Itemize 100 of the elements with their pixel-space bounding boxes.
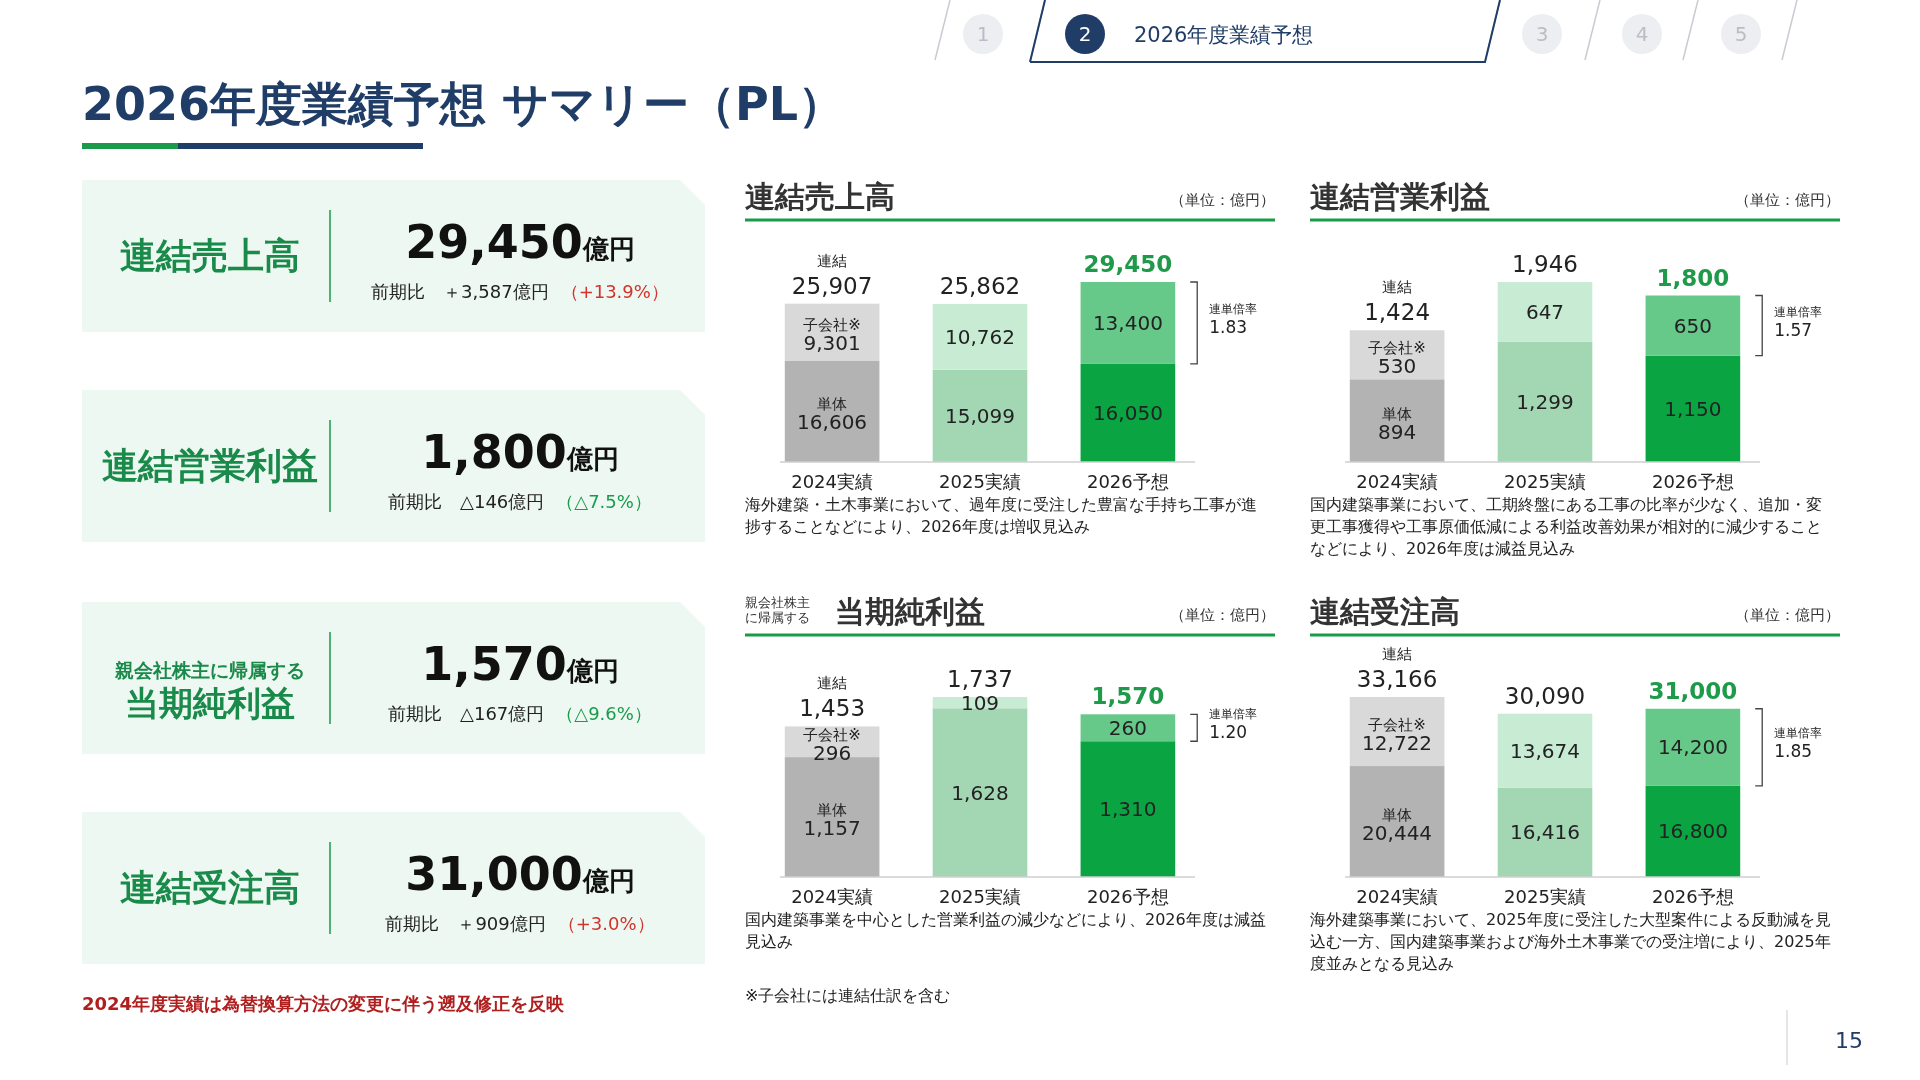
data-label: 16,800	[1657, 819, 1728, 844]
bar	[1497, 713, 1593, 788]
text: （+13.9%）	[560, 281, 669, 302]
x-tick-label: 2024実績	[791, 471, 874, 492]
chart-title: 連結受注高	[1310, 594, 1460, 629]
bar	[1080, 741, 1176, 877]
category-label: 当期純利益	[125, 683, 295, 723]
category-label: 連結営業利益	[102, 445, 318, 486]
data-label: 1,150	[1664, 396, 1722, 421]
x-tick-label: 2024実績	[791, 886, 874, 907]
bar	[784, 360, 880, 462]
text: 1.83	[1209, 316, 1248, 337]
bar	[1645, 295, 1741, 356]
x-tick-label: 2025実績	[939, 886, 1021, 907]
x-tick-label: 2025実績	[939, 471, 1021, 492]
bar	[1645, 355, 1741, 462]
text: 億円	[582, 866, 635, 896]
text: （単位：億円）	[1735, 606, 1840, 624]
text: 1.85	[1774, 741, 1813, 762]
series-label: 子会社※	[1368, 715, 1426, 734]
text: 連結	[1382, 645, 1413, 663]
data-label: 13,400	[1092, 310, 1163, 335]
text: 1.57	[1774, 319, 1813, 340]
data-label: 15,099	[945, 403, 1015, 428]
total-label: 33,166	[1356, 666, 1438, 692]
text: 前期比 ＋3,587億円	[371, 281, 549, 302]
text: （△7.5%）	[556, 491, 652, 512]
data-label: 13,674	[1510, 738, 1580, 763]
total-label: 1,424	[1364, 299, 1431, 326]
bar	[1080, 363, 1176, 462]
category-label: 連結受注高	[120, 867, 300, 908]
total-label: 1,570	[1091, 683, 1165, 710]
bar	[1497, 282, 1593, 342]
bar	[1349, 766, 1445, 877]
x-tick-label: 2026予想	[1086, 886, 1169, 907]
bar	[932, 369, 1028, 462]
bar	[1497, 787, 1593, 877]
total-label: 30,090	[1504, 682, 1586, 709]
total-label: 25,862	[939, 272, 1021, 299]
text: 2026年度業績予想 サマリー（PL）	[82, 77, 845, 131]
data-label: 647	[1525, 299, 1565, 324]
text: 連単倍率	[1209, 301, 1258, 316]
text: ※子会社には連結仕訳を含む	[745, 986, 951, 1005]
text: 国内建築事業を中心とした営業利益の減少などにより、2026年度は減益見込み	[745, 910, 1266, 951]
series-label: 単体	[1382, 805, 1413, 824]
data-label: 16,416	[1510, 820, 1580, 845]
data-label: 1,628	[951, 780, 1009, 805]
bar	[1497, 341, 1593, 462]
text: 連結	[817, 251, 848, 270]
x-tick-label: 2026予想	[1086, 471, 1169, 492]
text: 連結	[817, 674, 848, 693]
annotation: 連結	[1382, 278, 1413, 297]
bar	[1645, 785, 1741, 877]
x-tick-label: 2026予想	[1651, 471, 1734, 492]
series-label: 子会社※	[1368, 338, 1426, 357]
text: 前期比 △146億円	[388, 491, 545, 512]
text: 前期比 △167億円	[388, 703, 545, 724]
text: 2026年度業績予想	[1134, 23, 1314, 47]
text: 億円	[566, 444, 619, 474]
data-label: 1,310	[1099, 797, 1157, 822]
x-tick-label: 2025実績	[1504, 471, 1586, 492]
total-label: 1,800	[1656, 264, 1730, 291]
chart-subtitle: 親会社株主に帰属する	[745, 595, 810, 625]
text: （単位：億円）	[1170, 191, 1275, 209]
text: 国内建築事業において、工期終盤にある工事の比率が少なく、追加・変更工事獲得や工事原価低減による利益改善効果が相対的に減少することなどにより、2026年度は減益見込み	[1310, 495, 1822, 558]
text: 億円	[566, 656, 619, 686]
data-label: 650	[1673, 313, 1712, 338]
text: 1,800	[421, 425, 567, 479]
total-label: 1,737	[947, 666, 1013, 692]
total-label: 1,946	[1512, 251, 1578, 277]
text: 2	[1078, 22, 1092, 46]
data-label: 1,299	[1516, 389, 1574, 414]
text: 1,570	[421, 637, 567, 691]
text: 1.20	[1209, 721, 1248, 742]
text: 29,450	[405, 215, 583, 269]
series-label: 単体	[1382, 404, 1413, 423]
text: 15	[1835, 1028, 1863, 1053]
total-label: 29,450	[1083, 251, 1173, 277]
chart-title: 当期純利益	[835, 594, 985, 629]
text: 海外建築・土木事業において、過年度に受注した豊富な手持ち工事が進捗することなどにより、2026年度は増収見込み	[745, 495, 1257, 536]
text: 連単倍率	[1774, 304, 1823, 319]
data-label: 16,050	[1092, 400, 1163, 425]
text: （単位：億円）	[1735, 191, 1840, 209]
chart-title: 連結営業利益	[1310, 179, 1490, 214]
data-label: 109	[960, 690, 1000, 715]
text: （△9.6%）	[556, 703, 652, 724]
bar	[932, 708, 1028, 877]
bar	[1645, 708, 1741, 786]
text: （+3.0%）	[557, 913, 655, 934]
text: 2024年度実績は為替換算方法の変更に伴う遡及修正を反映	[82, 993, 566, 1014]
text: 海外建築事業において、2025年度に受注した大型案件による反動減を見込む一方、国内建築事業および海外土木事業での受注増により、2025年度並みとなる見込み	[1310, 910, 1831, 973]
bar	[932, 303, 1028, 370]
text: 連単倍率	[1209, 706, 1258, 721]
text: 連単倍率	[1774, 726, 1823, 741]
x-tick-label: 2025実績	[1504, 886, 1586, 907]
data-label: 260	[1108, 715, 1147, 740]
text: 親会社株主に帰属する	[114, 659, 305, 681]
data-label: 10,762	[945, 324, 1015, 349]
series-label: 子会社※	[803, 725, 861, 744]
x-tick-label: 2024実績	[1356, 886, 1439, 907]
